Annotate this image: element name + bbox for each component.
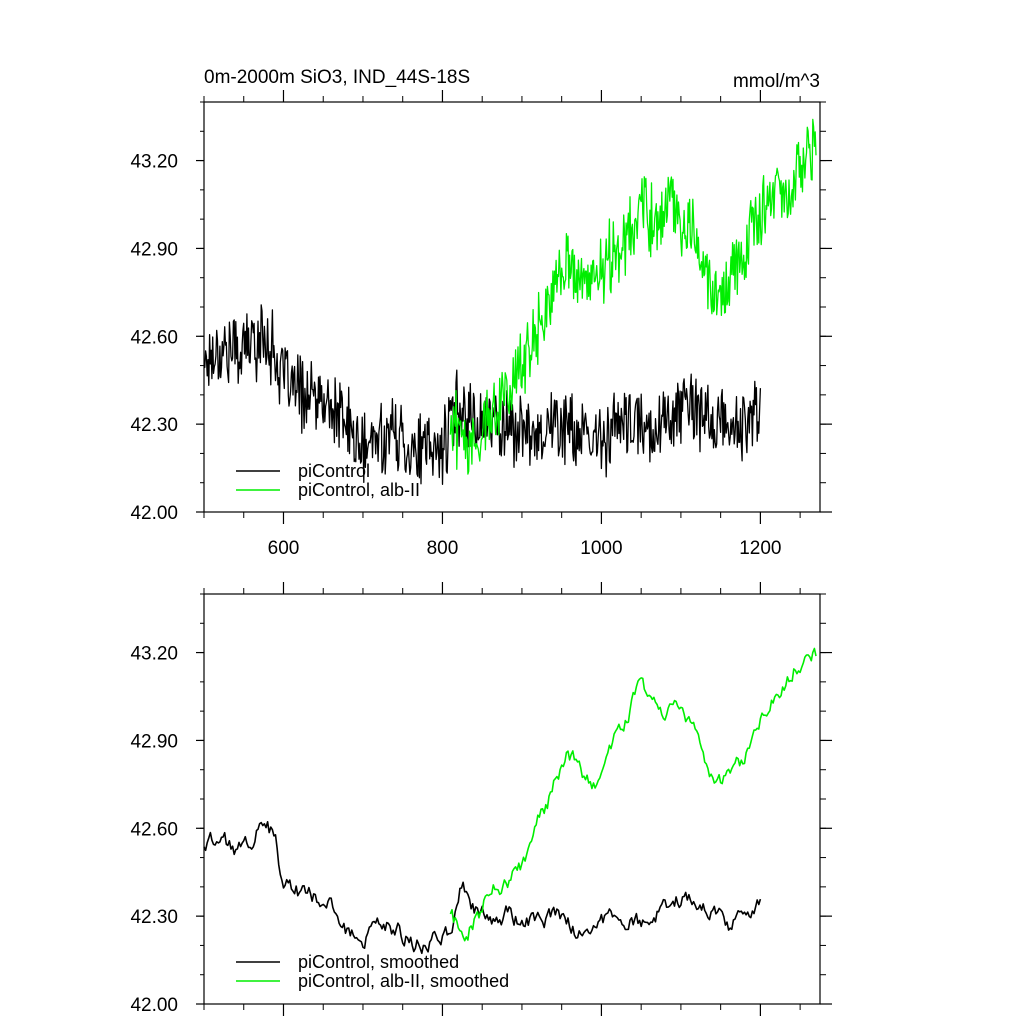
top-series-layer: [203, 118, 817, 485]
top-panel: 0m-2000m SiO3, IND_44S-18S mmol/m^3 42.0…: [130, 67, 832, 559]
y-tick-label: 43.20: [130, 644, 178, 665]
y-tick-label: 42.90: [130, 731, 178, 752]
bottom-plot-frame: [203, 593, 821, 1005]
bottom-axis-ticks: 42.00 42.30 42.60 42.90 43.20: [130, 582, 832, 1016]
legend-label-picontrol: piControl: [298, 461, 370, 481]
top-chart-units: mmol/m^3: [733, 71, 820, 92]
y-tick-label: 42.00: [130, 503, 178, 524]
y-tick-label: 43.20: [130, 152, 178, 173]
legend-label-picontrol-alb-ii: piControl, alb-II: [298, 480, 420, 500]
top-legend: piControl piControl, alb-II: [236, 461, 420, 500]
legend-label-picontrol-smoothed: piControl, smoothed: [298, 952, 459, 972]
top-chart-title: 0m-2000m SiO3, IND_44S-18S: [204, 67, 470, 88]
bottom-series-layer: [203, 647, 817, 955]
series-line-picontrol-alb-ii: [449, 118, 817, 475]
y-tick-label: 42.60: [130, 327, 178, 348]
series-line-picontrol-smoothed: [203, 820, 762, 955]
series-line-picontrol: [203, 304, 762, 485]
series-line-picontrol-alb-ii-smoothed: [449, 647, 817, 942]
y-tick-label: 42.00: [130, 995, 178, 1016]
bottom-panel: 42.00 42.30 42.60 42.90 43.20 piControl, smo…: [130, 582, 832, 1016]
y-tick-label: 42.30: [130, 415, 178, 436]
legend-label-picontrol-alb-ii-smoothed: piControl, alb-II, smoothed: [298, 971, 509, 991]
y-tick-label: 42.60: [130, 819, 178, 840]
x-tick-label: 600: [268, 538, 300, 559]
x-tick-label: 1200: [739, 538, 781, 559]
bottom-legend: piControl, smoothed piControl, alb-II, s…: [236, 952, 509, 991]
x-tick-label: 1000: [580, 538, 622, 559]
top-plot-frame: [203, 101, 821, 513]
y-tick-label: 42.90: [130, 239, 178, 260]
top-axis-ticks: 42.00 42.30 42.60 42.90 43.20 600 800 1000 1200: [130, 90, 832, 559]
x-tick-label: 800: [427, 538, 459, 559]
y-tick-label: 42.30: [130, 907, 178, 928]
